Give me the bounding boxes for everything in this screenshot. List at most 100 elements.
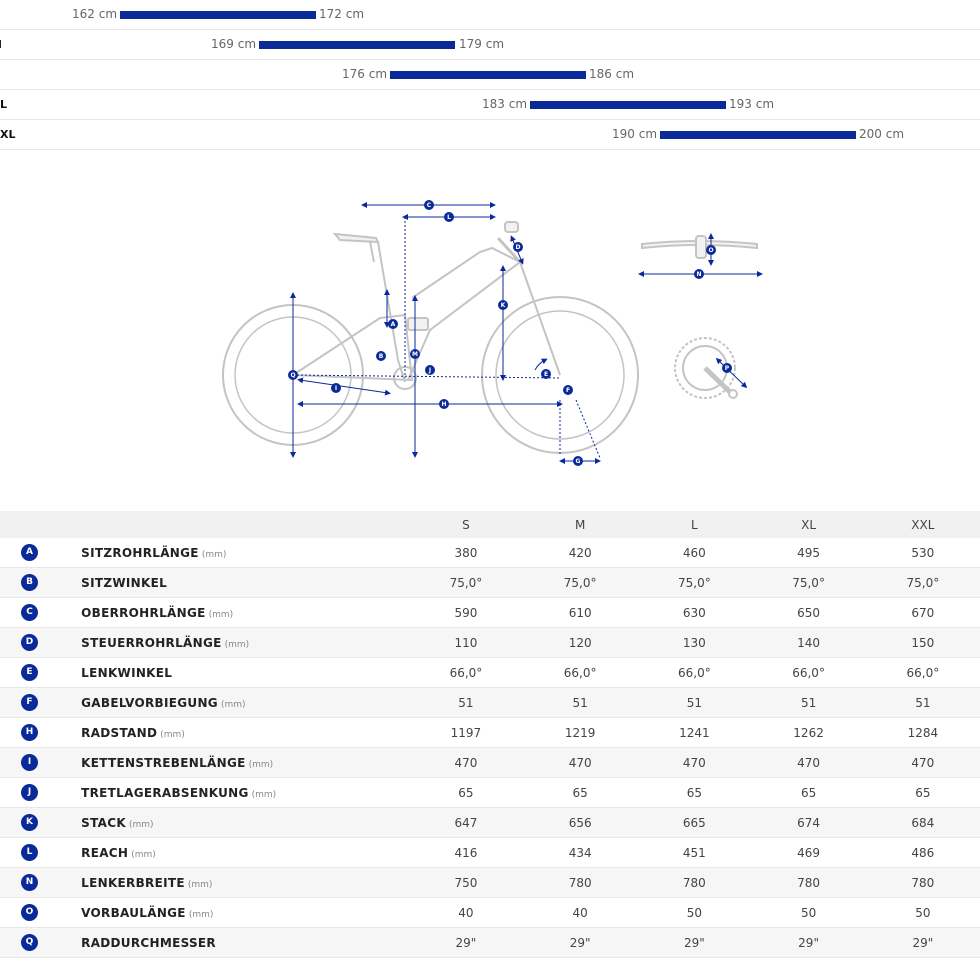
table-cell-value: 1262 [751, 717, 866, 748]
height-range-bar [120, 11, 316, 19]
parameter-name: RADSTAND [81, 725, 158, 740]
diagram-badge-f: F [563, 385, 573, 395]
svg-text:D: D [516, 244, 521, 251]
table-cell-value: 780 [523, 867, 638, 898]
diagram-badge-o: O [706, 245, 716, 255]
diagram-badge-j: J [425, 365, 435, 375]
table-cell-value: 486 [865, 837, 980, 868]
column-header-size: XXL [865, 511, 980, 538]
parameter-name: SITZWINKEL [81, 575, 168, 590]
height-min: 190 cm [612, 127, 658, 141]
table-cell-value: 75,0° [523, 567, 638, 598]
parameter-unit: (mm) [224, 639, 250, 650]
table-cell-value: 66,0° [523, 657, 638, 688]
table-cell-value: 530 [865, 538, 980, 568]
height-max: 200 cm [859, 127, 905, 141]
height-range-bar [660, 131, 856, 139]
table-cell-value: 665 [637, 807, 752, 838]
table-cell-value: 66,0° [865, 657, 980, 688]
size-label: L [0, 98, 8, 111]
table-cell-value: 610 [523, 597, 638, 628]
parameter-badge: A [21, 544, 38, 561]
parameter-name-cell: LENKWINKEL [81, 657, 409, 688]
table-cell-value: 75,0° [637, 567, 752, 598]
svg-text:E: E [544, 371, 548, 378]
table-cell-value: 780 [865, 867, 980, 898]
table-cell-value: 29" [523, 927, 638, 958]
header-empty [0, 511, 82, 538]
parameter-name: LENKWINKEL [81, 665, 173, 680]
table-cell-value: 65 [637, 777, 752, 808]
table-cell-value: 470 [865, 747, 980, 778]
header-empty [81, 511, 409, 538]
diagram-badge-a: A [388, 319, 398, 329]
table-row: A SITZROHRLÄNGE (mm) 380 420 460 495 530 [0, 538, 980, 568]
diagram-badge-n: N [694, 269, 704, 279]
parameter-name-cell: TRETLAGERABSENKUNG (mm) [81, 777, 409, 808]
table-cell-value: 110 [408, 627, 524, 658]
parameter-badge: C [21, 604, 38, 621]
table-cell-value: 65 [865, 777, 980, 808]
svg-text:J: J [428, 367, 431, 374]
diagram-badge-g: G [573, 456, 583, 466]
table-row: N LENKERBREITE (mm) 750 780 780 780 780 [0, 867, 980, 898]
row-badge-cell: J [0, 777, 82, 808]
table-row: L REACH (mm) 416 434 451 469 486 [0, 837, 980, 868]
table-row: K STACK (mm) 647 656 665 674 684 [0, 807, 980, 838]
table-cell-value: 40 [408, 897, 524, 928]
table-cell-value: 50 [865, 897, 980, 928]
height-max: 179 cm [459, 37, 505, 51]
table-cell-value: 1219 [523, 717, 638, 748]
table-row: E LENKWINKEL 66,0° 66,0° 66,0° 66,0° 66,0° [0, 657, 980, 688]
svg-text:I: I [335, 385, 337, 392]
table-cell-value: 470 [751, 747, 866, 778]
parameter-name-cell: KETTENSTREBENLÄNGE (mm) [81, 747, 409, 778]
height-min: 162 cm [72, 7, 118, 21]
diagram-badge-b: B [376, 351, 386, 361]
height-max: 186 cm [589, 67, 635, 81]
parameter-unit: (mm) [188, 909, 214, 920]
table-row: Q RADDURCHMESSER 29" 29" 29" 29" 29" [0, 927, 980, 958]
table-cell-value: 451 [637, 837, 752, 868]
parameter-name: STACK [81, 815, 126, 830]
svg-text:P: P [725, 365, 730, 372]
parameter-badge: D [21, 634, 38, 651]
parameter-badge: J [21, 784, 38, 801]
table-cell-value: 29" [865, 927, 980, 958]
table-cell-value: 684 [865, 807, 980, 838]
parameter-unit: (mm) [201, 549, 227, 560]
row-badge-cell: A [0, 538, 82, 568]
parameter-name-cell: VORBAULÄNGE (mm) [81, 897, 409, 928]
table-cell-value: 630 [637, 597, 752, 628]
svg-text:Q: Q [290, 372, 295, 379]
table-row: F GABELVORBIEGUNG (mm) 51 51 51 51 51 [0, 687, 980, 718]
column-header-size: L [637, 511, 752, 538]
parameter-badge: Q [21, 934, 38, 951]
parameter-badge: K [21, 814, 38, 831]
svg-text:F: F [566, 387, 570, 394]
size-label: M [0, 38, 2, 51]
table-cell-value: 780 [751, 867, 866, 898]
table-cell-value: 65 [408, 777, 524, 808]
parameter-name-cell: GABELVORBIEGUNG (mm) [81, 687, 409, 718]
table-cell-value: 1197 [408, 717, 524, 748]
bike-geometry-diagram: A B C D E F G H I J K L M N O P Q [222, 200, 763, 466]
diagram-badge-m: M [410, 349, 420, 359]
parameter-unit: (mm) [208, 609, 234, 620]
diagram-badge-h: H [439, 399, 449, 409]
row-badge-cell: K [0, 807, 82, 838]
parameter-badge: F [21, 694, 38, 711]
svg-text:L: L [447, 214, 451, 221]
table-row: D STEUERROHRLÄNGE (mm) 110 120 130 140 150 [0, 627, 980, 658]
table-cell-value: 51 [408, 687, 524, 718]
table-cell-value: 470 [523, 747, 638, 778]
parameter-name-cell: SITZROHRLÄNGE (mm) [81, 538, 409, 568]
height-min: 169 cm [211, 37, 257, 51]
table-cell-value: 780 [637, 867, 752, 898]
table-cell-value: 66,0° [751, 657, 866, 688]
table-cell-value: 120 [523, 627, 638, 658]
parameter-unit: (mm) [187, 879, 213, 890]
table-cell-value: 470 [637, 747, 752, 778]
table-cell-value: 590 [408, 597, 524, 628]
table-cell-value: 1241 [637, 717, 752, 748]
